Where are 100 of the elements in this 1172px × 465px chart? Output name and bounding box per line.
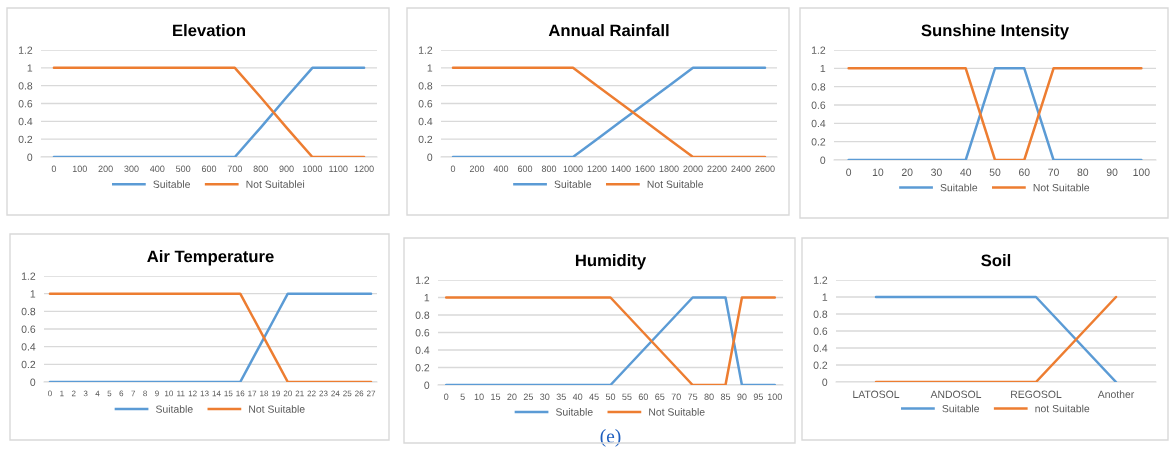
x-tick-label: 9 [155,390,159,397]
y-tick-label: 1 [820,64,826,73]
y-tick-label: 0 [822,378,828,386]
y-tick-label: 1.2 [21,272,36,280]
x-tick-label: 30 [540,393,550,400]
x-tick-label: 0 [450,165,456,172]
legend-label: Not Suitable [249,405,305,413]
x-tick-label: 200 [469,165,485,172]
x-tick-label: 45 [589,393,599,400]
x-tick-label: 85 [720,393,731,400]
x-tick-label: 1400 [611,165,631,172]
x-tick-label: 700 [227,165,243,172]
x-tick-label: 1100 [329,165,348,172]
line-series [451,66,767,157]
x-tick-label: 400 [493,165,509,172]
x-tick-label: 200 [98,165,113,172]
legend-label: Not Suitable [1033,183,1090,192]
x-tick-label: 1800 [659,165,679,172]
x-tick-label: 22 [307,390,316,397]
y-tick-label: 1.2 [813,276,828,284]
y-tick-label: 0.2 [415,364,430,372]
x-tick-label: 60 [638,393,649,400]
x-tick-label: 55 [622,393,632,400]
y-tick-label: 0.8 [18,82,33,90]
x-tick-label: 10 [474,393,484,400]
x-tick-label: 13 [200,390,209,397]
x-tick-label: 14 [212,390,221,397]
x-tick-label: 35 [556,393,566,400]
x-tick-label: 900 [279,165,294,172]
y-tick-label: 1 [822,293,828,301]
y-tick-label: 0 [427,153,433,161]
x-tick-label: 2200 [707,165,727,172]
y-tick-label: 1.2 [418,46,433,54]
x-tick-label: 10 [165,390,174,397]
x-tick-label: 90 [1106,168,1118,176]
legend-label: Suitable [555,408,593,416]
y-tick-label: 0.6 [418,100,433,108]
y-tick-label: 0.4 [811,119,826,128]
x-tick-label: 18 [260,390,269,397]
chart-title: Soil [981,254,1011,267]
legend-label: Suitable [940,183,978,192]
legend-label: not Suitable [1035,404,1090,413]
y-tick-label: 0.6 [21,325,36,333]
chart-title: Sunshine Intensity [921,24,1069,40]
x-tick-label: 90 [737,393,747,400]
y-tick-label: 0.2 [21,360,36,369]
y-tick-label: 1 [27,64,33,72]
y-tick-label: 0.4 [18,117,33,126]
x-tick-label: ANDOSOL [930,390,982,398]
x-tick-label: 800 [253,165,268,172]
x-tick-label: 27 [366,390,376,397]
legend-label: Not Suitablei [246,180,305,188]
x-tick-label: 24 [331,390,340,397]
y-tick-label: 1.2 [18,46,33,54]
legend-label: Suitable [153,180,191,188]
x-tick-label: 23 [319,390,328,397]
line-series [52,66,366,157]
y-tick-label: 0.4 [21,343,36,351]
y-tick-label: 0.6 [18,100,33,108]
x-tick-label: 16 [236,390,245,397]
x-tick-label: 1 [60,390,64,397]
y-tick-label: 0.6 [811,101,826,109]
x-tick-label: Another [1097,390,1135,398]
x-tick-label: 800 [541,165,557,172]
x-tick-label: 0 [51,165,57,172]
x-tick-label: 15 [491,393,501,400]
x-tick-label: 95 [753,393,763,400]
x-tick-label: 30 [931,168,942,176]
x-tick-label: 3 [83,390,88,397]
y-tick-label: 0.8 [418,82,433,90]
legend-label: Not Suitable [647,180,704,188]
x-tick-label: 50 [605,393,616,400]
x-tick-label: 65 [655,393,665,400]
y-tick-label: 0.4 [415,346,430,354]
x-tick-label: 600 [201,165,217,172]
x-tick-label: 11 [177,390,185,397]
y-tick-label: 0 [27,153,33,161]
x-tick-label: 12 [188,390,197,397]
y-tick-label: 1.2 [811,46,826,54]
x-tick-label: 15 [224,390,233,397]
x-tick-label: 20 [901,168,913,176]
y-tick-label: 0 [424,381,430,389]
y-tick-label: 0.8 [415,311,430,319]
x-tick-label: 5 [107,390,112,397]
x-tick-label: 20 [283,390,292,397]
chart-title: Air Temperature [147,250,274,266]
x-tick-label: 26 [355,390,364,397]
x-tick-label: 19 [272,390,281,397]
x-tick-label: 100 [72,165,87,172]
y-tick-label: 0.2 [811,138,826,146]
y-tick-label: 0.2 [18,135,33,144]
line-series [48,292,373,382]
y-tick-label: 0.8 [811,83,826,91]
chart-title: Annual Rainfall [548,24,669,37]
y-tick-label: 0 [30,378,36,386]
x-tick-label: 100 [767,393,782,400]
x-tick-label: 10 [872,168,884,176]
x-tick-label: 25 [523,393,533,400]
x-tick-label: 80 [704,393,714,400]
y-tick-label: 1 [427,64,433,72]
